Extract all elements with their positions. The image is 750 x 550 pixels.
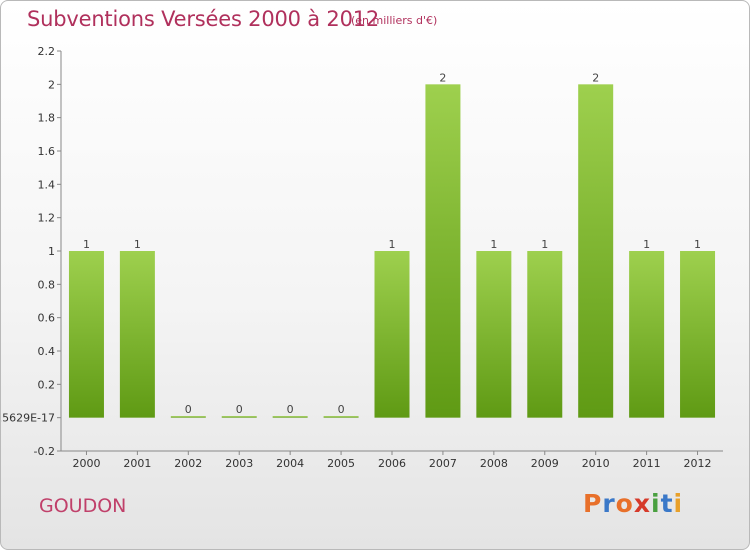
x-tick-label-2003: 2003 bbox=[225, 457, 253, 470]
labels: 1 1 0 0 0 0 1 2 1 1 2 1 1 bbox=[83, 71, 701, 416]
x-tick-label-2007: 2007 bbox=[429, 457, 457, 470]
bars bbox=[68, 84, 716, 418]
x-tick-label-2005: 2005 bbox=[327, 457, 355, 470]
data-label-2010: 2 bbox=[592, 71, 599, 84]
axes: 2.2 2 1.8 1.6 1.4 1.2 1 0.8 0.6 0.4 0.2 -1.15629E-1… bbox=[1, 45, 723, 470]
x-tick-label-2000: 2000 bbox=[72, 457, 100, 470]
y-tick-label: 2.2 bbox=[38, 45, 56, 58]
y-tick-label: 0.2 bbox=[38, 378, 56, 391]
x-tick-label-2009: 2009 bbox=[531, 457, 559, 470]
bar-2007[interactable] bbox=[425, 84, 461, 418]
y-tick-label: -0.2 bbox=[34, 445, 55, 458]
y-tick-label: 0.8 bbox=[38, 278, 56, 291]
bar-2002[interactable] bbox=[170, 416, 206, 418]
bar-2010[interactable] bbox=[578, 84, 614, 418]
bar-2003[interactable] bbox=[221, 416, 257, 418]
data-label-2002: 0 bbox=[185, 403, 192, 416]
bar-2012[interactable] bbox=[680, 251, 716, 418]
data-label-2003: 0 bbox=[236, 403, 243, 416]
logo-letter: i bbox=[673, 489, 684, 518]
logo-letter: P bbox=[583, 489, 603, 518]
bar-2008[interactable] bbox=[476, 251, 512, 418]
y-tick-label: -1.15629E-17 bbox=[1, 412, 55, 425]
bar-2000[interactable] bbox=[68, 251, 104, 418]
x-tick-label-2012: 2012 bbox=[684, 457, 712, 470]
data-label-2007: 2 bbox=[439, 71, 446, 84]
bar-2009[interactable] bbox=[527, 251, 563, 418]
y-tick-label: 1 bbox=[48, 245, 55, 258]
x-tick-label-2002: 2002 bbox=[174, 457, 202, 470]
x-tick-label-2008: 2008 bbox=[480, 457, 508, 470]
y-tick-label: 0.6 bbox=[38, 312, 56, 325]
logo-letter: o bbox=[615, 489, 634, 518]
y-tick-label: 1.2 bbox=[38, 212, 56, 225]
chart-unit: (en milliers d'€) bbox=[351, 14, 438, 27]
bar-2006[interactable] bbox=[374, 251, 410, 418]
data-label-2009: 1 bbox=[541, 238, 548, 251]
y-tick-label: 1.4 bbox=[38, 178, 56, 191]
logo-letter: t bbox=[660, 489, 674, 518]
bar-2005[interactable] bbox=[323, 416, 359, 418]
x-tick-label-2011: 2011 bbox=[633, 457, 661, 470]
chart-title: Subventions Versées 2000 à 2012 bbox=[27, 7, 380, 31]
bar-2004[interactable] bbox=[272, 416, 308, 418]
data-label-2001: 1 bbox=[134, 238, 141, 251]
data-label-2006: 1 bbox=[389, 238, 396, 251]
x-tick-label-2006: 2006 bbox=[378, 457, 406, 470]
data-label-2011: 1 bbox=[643, 238, 650, 251]
x-tick-label-2004: 2004 bbox=[276, 457, 304, 470]
x-tick-label-2010: 2010 bbox=[582, 457, 610, 470]
data-label-2012: 1 bbox=[694, 238, 701, 251]
data-label-2004: 0 bbox=[287, 403, 294, 416]
y-tick-label: 0.4 bbox=[38, 345, 56, 358]
data-label-2000: 1 bbox=[83, 238, 90, 251]
y-tick-label: 1.8 bbox=[38, 112, 56, 125]
logo-letter: i bbox=[651, 489, 661, 518]
y-tick-label: 1.6 bbox=[38, 145, 56, 158]
y-tick-label: 2 bbox=[48, 78, 55, 91]
bar-2011[interactable] bbox=[629, 251, 665, 418]
x-tick-label-2001: 2001 bbox=[123, 457, 151, 470]
logo-letter: x bbox=[633, 489, 651, 518]
logo-letter: r bbox=[602, 489, 616, 518]
commune-name: GOUDON bbox=[39, 495, 127, 517]
data-label-2005: 0 bbox=[338, 403, 345, 416]
bar-2001[interactable] bbox=[119, 251, 155, 418]
data-label-2008: 1 bbox=[490, 238, 497, 251]
proxiti-logo[interactable]: Proxiti bbox=[583, 489, 683, 518]
